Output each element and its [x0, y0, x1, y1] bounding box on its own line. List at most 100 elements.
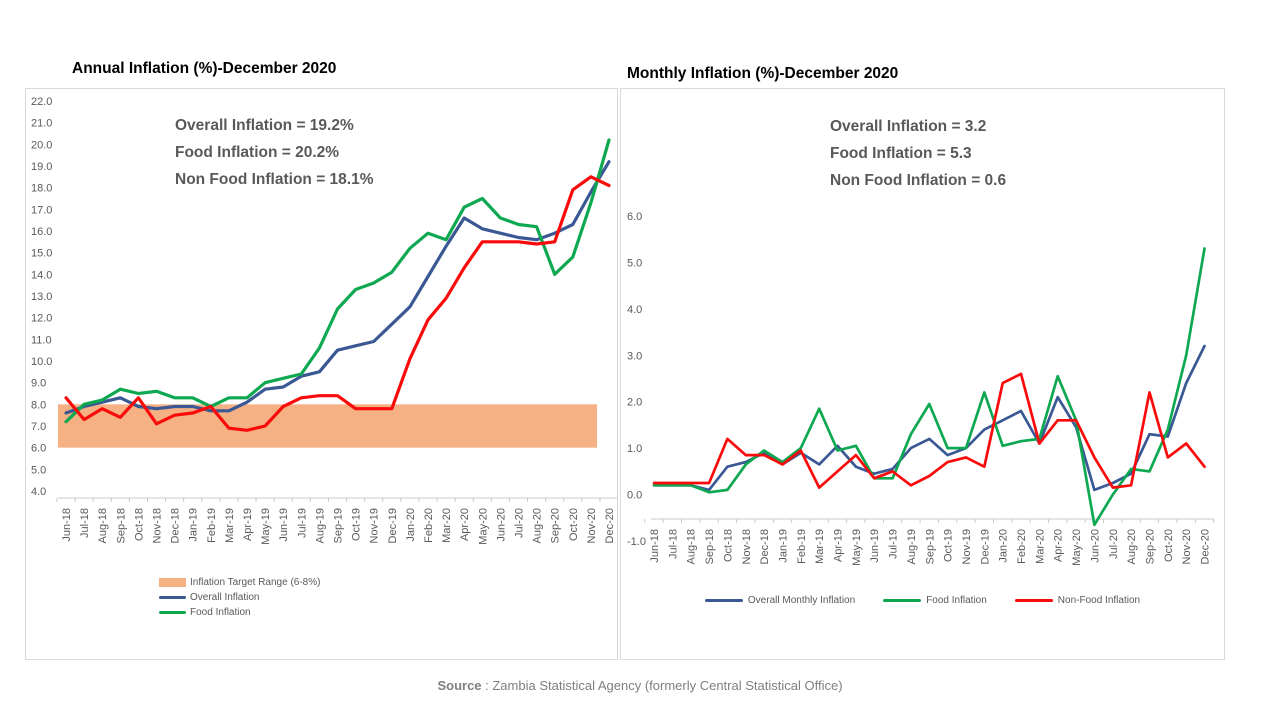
x-tick-label: Dec-19: [387, 508, 399, 543]
x-tick-label: Oct-20: [568, 508, 580, 541]
x-tick-label: Mar-19: [224, 508, 236, 543]
x-tick-label: Dec-19: [979, 529, 991, 564]
monthly-inflation-chart-panel: 6.0 5.0 4.0 3.0 2.0 1.0 0.0 -1.0 Jun-18 Jul-18 Aug…: [620, 88, 1225, 660]
inflation-target-band: [58, 404, 597, 448]
legend-label: Overall Inflation: [190, 592, 260, 603]
y-tick-label: 4.0: [627, 304, 642, 316]
x-tick-label: Jun-18: [61, 508, 73, 542]
overall-line-swatch: [159, 595, 186, 600]
y-tick-label: 10.0: [31, 356, 52, 368]
y-tick-label: 2.0: [627, 397, 642, 409]
x-tick-label: Jun-18: [649, 529, 661, 563]
y-tick-label: 0.0: [627, 490, 642, 502]
series-line-food: [64, 138, 611, 424]
target-range-swatch: [159, 578, 186, 587]
x-tick-label: May-19: [851, 529, 863, 566]
source-label: Source: [437, 678, 482, 693]
legend-item-food-monthly: Food Inflation: [883, 595, 987, 606]
annotation-line: Overall Inflation = 3.2: [830, 118, 987, 135]
series-line-nonfood: [64, 175, 611, 432]
food-line-swatch: [159, 610, 186, 615]
annual-annotation-block: Overall Inflation = 19.2% Food Inflation…: [175, 112, 374, 193]
y-tick-label: 1.0: [627, 443, 642, 455]
source-text: : Zambia Statistical Agency (formerly Ce…: [481, 678, 843, 693]
x-tick-label: Mar-20: [1034, 529, 1046, 564]
series-line-overall: [652, 344, 1206, 492]
x-tick-label: Jul-20: [1108, 529, 1120, 559]
annotation-line: Overall Inflation = 19.2%: [175, 117, 354, 134]
x-tick-label: Aug-18: [686, 529, 698, 564]
x-tick-label: Jan-19: [188, 508, 200, 542]
x-tick-label: Jul-18: [667, 529, 679, 559]
x-tick-label: Oct-19: [351, 508, 363, 541]
x-tick-label: Jun-20: [495, 508, 507, 542]
x-tick-label: Sep-18: [704, 529, 716, 564]
annual-chart-legend: Inflation Target Range (6-8%) Overall In…: [159, 575, 320, 620]
y-tick-label: 14.0: [31, 269, 52, 281]
x-tick-label: Jun-19: [278, 508, 290, 542]
annual-chart-canvas: 22.0 21.0 20.0 19.0 18.0 17.0 16.0 15.0 14.0 13.0…: [31, 96, 617, 545]
y-tick-label: 9.0: [31, 378, 46, 390]
x-tick-label: Aug-20: [1126, 529, 1138, 564]
y-tick-label: 19.0: [31, 161, 52, 173]
x-tick-label: Jul-19: [296, 508, 308, 538]
x-tick-label: Oct-18: [722, 529, 734, 562]
legend-item-overall-monthly: Overall Monthly Inflation: [704, 595, 855, 606]
nonfood-line-swatch: [1014, 599, 1053, 602]
y-tick-label: 13.0: [31, 291, 52, 303]
monthly-annotation-block: Overall Inflation = 3.2 Food Inflation =…: [830, 113, 1006, 194]
food-line-swatch: [883, 599, 922, 602]
x-tick-label: Nov-19: [961, 529, 973, 564]
x-tick-label: Mar-20: [441, 508, 453, 543]
monthly-chart-canvas: 6.0 5.0 4.0 3.0 2.0 1.0 0.0 -1.0 Jun-18 Jul-18 Aug…: [627, 211, 1215, 566]
x-tick-label: Apr-19: [833, 529, 845, 562]
x-tick-label: Jul-18: [79, 508, 91, 538]
series-line-food: [652, 247, 1206, 527]
annotation-line: Food Inflation = 5.3: [830, 145, 972, 162]
annual-chart-title: Annual Inflation (%)-December 2020: [72, 60, 337, 77]
x-tick-label: Aug-18: [97, 508, 109, 543]
x-tick-label: Dec-20: [604, 508, 616, 543]
y-tick-label: 21.0: [31, 118, 52, 130]
y-tick-label: 12.0: [31, 313, 52, 325]
x-tick-label: Jun-19: [869, 529, 881, 563]
x-tick-label: Apr-20: [459, 508, 471, 541]
x-tick-label: Jul-19: [888, 529, 900, 559]
monthly-chart-title: Monthly Inflation (%)-December 2020: [627, 65, 899, 82]
y-tick-label: 11.0: [31, 334, 52, 346]
series-line-overall: [64, 160, 611, 415]
legend-label: Inflation Target Range (6-8%): [190, 577, 321, 588]
x-tick-label: Oct-18: [133, 508, 145, 541]
y-tick-label: 18.0: [31, 183, 52, 195]
y-tick-label: 4.0: [31, 486, 46, 498]
annotation-line: Non Food Inflation = 18.1%: [175, 171, 374, 188]
x-tick-label: Feb-20: [423, 508, 435, 543]
legend-item-target-range: Inflation Target Range (6-8%): [159, 575, 320, 590]
y-tick-label: 17.0: [31, 204, 52, 216]
y-tick-label: 20.0: [31, 139, 52, 151]
legend-label: Food Inflation: [926, 595, 987, 606]
x-tick-label: Jan-19: [777, 529, 789, 563]
y-tick-label: 3.0: [627, 350, 642, 362]
legend-item-food-inflation: Food Inflation: [159, 605, 320, 620]
legend-label: Food Inflation: [190, 607, 251, 618]
x-tick-label: Nov-18: [152, 508, 164, 543]
y-tick-label: 22.0: [31, 96, 52, 108]
y-tick-label: 7.0: [31, 421, 46, 433]
annotation-line: Food Inflation = 20.2%: [175, 144, 340, 161]
annual-inflation-chart-panel: 22.0 21.0 20.0 19.0 18.0 17.0 16.0 15.0 14.0 13.0…: [25, 88, 618, 660]
x-tick-label: May-20: [477, 508, 489, 545]
x-tick-label: Jul-20: [514, 508, 526, 538]
x-tick-label: Dec-18: [170, 508, 182, 543]
y-tick-label: -1.0: [627, 536, 646, 548]
x-tick-label: Nov-20: [1181, 529, 1193, 564]
x-tick-label: Sep-20: [1144, 529, 1156, 564]
x-tick-label: Feb-20: [1016, 529, 1028, 564]
x-tick-label: Oct-20: [1163, 529, 1175, 562]
y-tick-label: 6.0: [627, 211, 642, 223]
y-tick-label: 16.0: [31, 226, 52, 238]
annotation-line: Non Food Inflation = 0.6: [830, 172, 1007, 189]
x-tick-label: Dec-18: [759, 529, 771, 564]
legend-item-nonfood-monthly: Non-Food Inflation: [1014, 595, 1140, 606]
